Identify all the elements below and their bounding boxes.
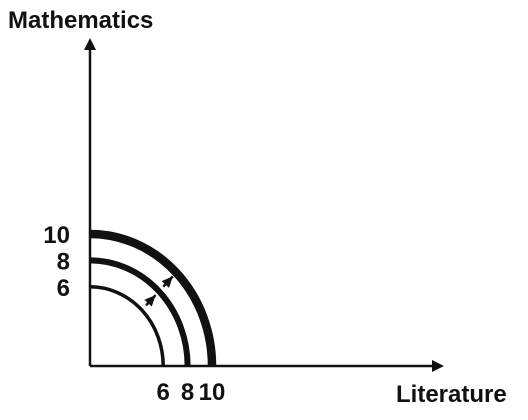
x-axis-arrowhead bbox=[432, 360, 444, 372]
y-axis-title: Mathematics bbox=[8, 7, 153, 34]
curve-radius-6 bbox=[89, 285, 165, 367]
y-axis-arrowhead bbox=[84, 38, 96, 50]
x-tick-label: 8 bbox=[181, 379, 194, 406]
axes bbox=[84, 38, 444, 372]
x-axis-title: Literature bbox=[396, 381, 507, 408]
arrow-1 bbox=[144, 294, 157, 307]
y-tick-label: 8 bbox=[57, 248, 70, 275]
curve-radius-8 bbox=[89, 257, 191, 367]
arrow-group bbox=[144, 275, 174, 307]
x-tick-label: 10 bbox=[199, 379, 226, 406]
y-tick-label: 10 bbox=[43, 222, 70, 249]
curve-radius-10 bbox=[89, 229, 217, 367]
x-tick-label: 6 bbox=[157, 379, 170, 406]
y-tick-label: 6 bbox=[57, 275, 70, 302]
curve-group bbox=[89, 229, 217, 367]
arrow-2 bbox=[161, 275, 174, 288]
